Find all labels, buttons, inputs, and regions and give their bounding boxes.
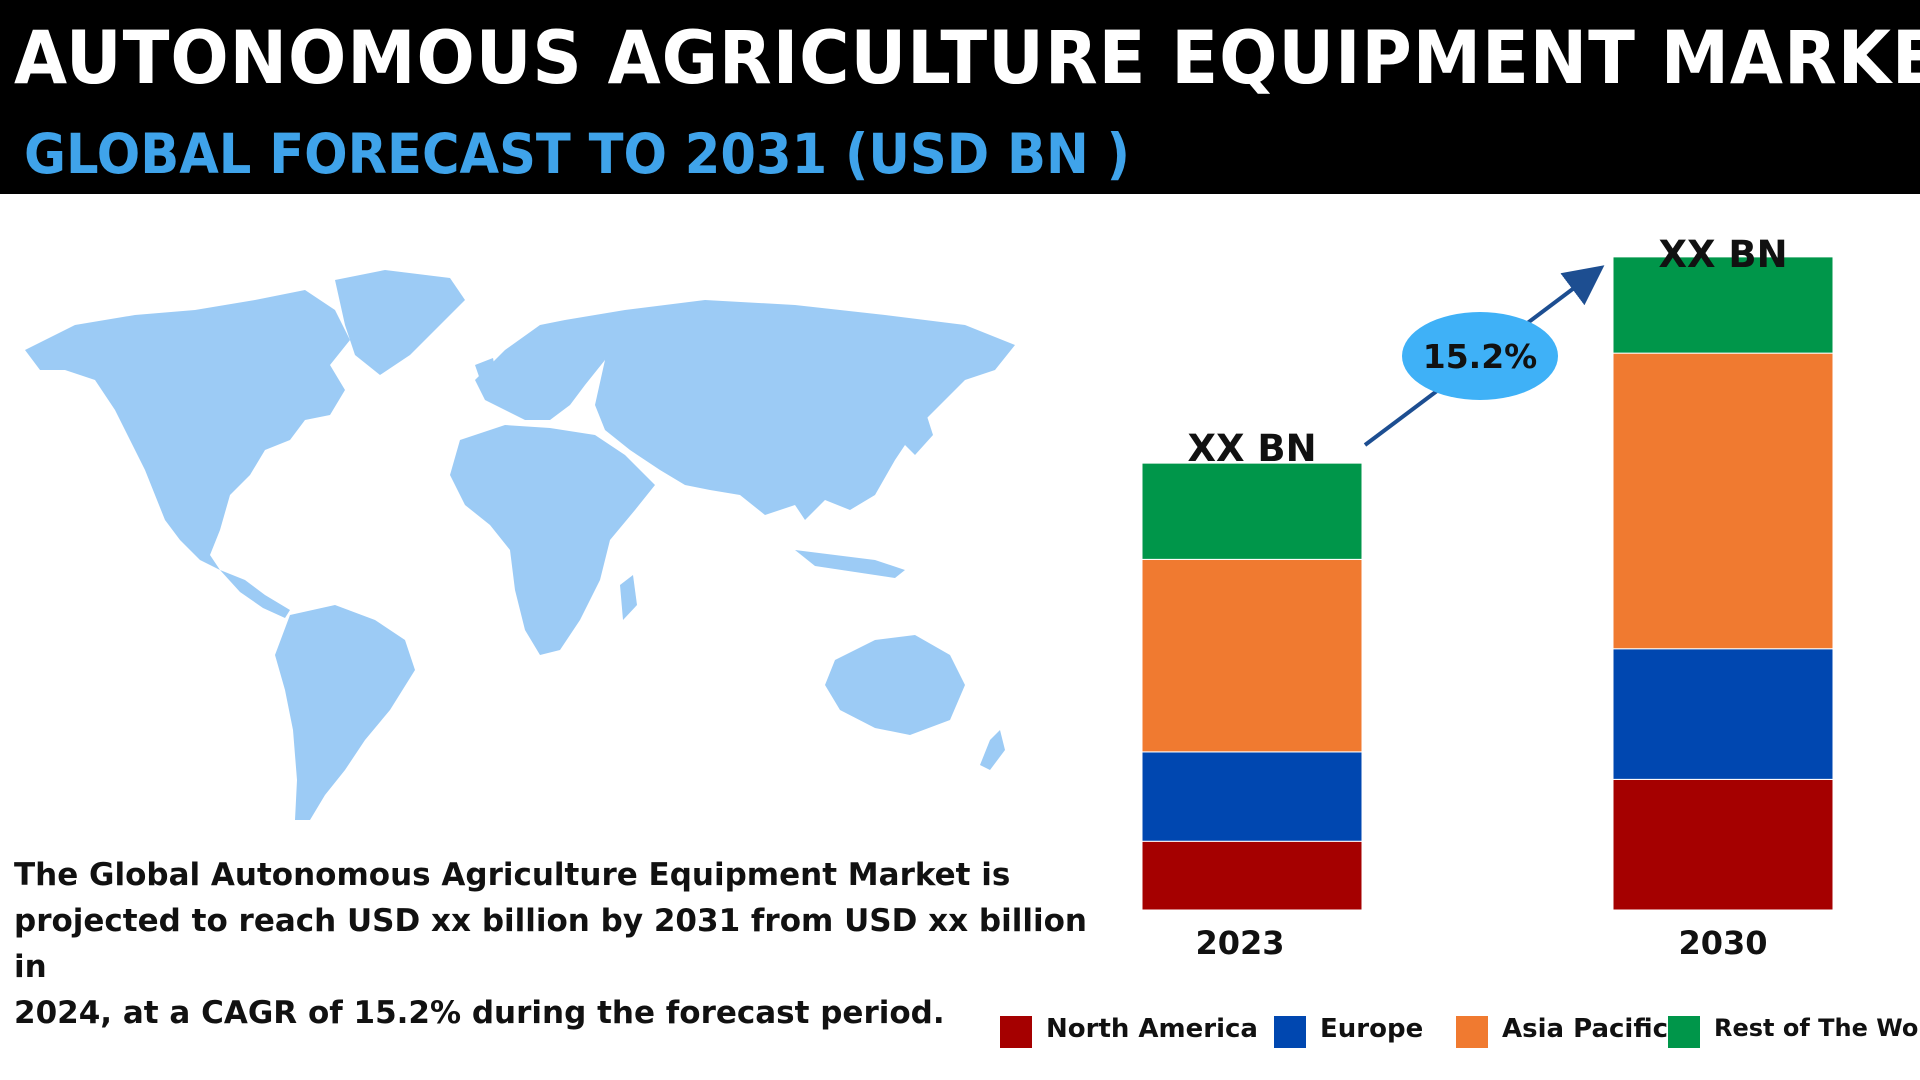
bar-segment-2030-rest-of-the-world [1612,256,1834,354]
map-north-america [25,290,350,570]
legend-label: Rest of The World [1714,1014,1920,1042]
map-madagascar [620,575,637,620]
cagr-label: 15.2% [1423,337,1538,376]
x-tick-2023: 2023 [1195,924,1284,962]
bar-segment-2023-europe [1141,751,1363,842]
market-description: The Global Autonomous Agriculture Equipm… [14,857,1087,1031]
map-europe [475,320,605,420]
total-label-2030: XX BN [1658,233,1787,276]
bar-segment-2030-asia-pacific [1612,352,1834,650]
stacked-bar-chart: 15.2% XX BN XX BN 2023 2030 [1141,233,1834,962]
map-greenland [335,270,465,375]
x-tick-2030: 2030 [1678,924,1767,962]
world-map-icon [25,270,1015,820]
map-africa [450,425,655,655]
map-australia [825,635,965,735]
legend-swatch [1274,1016,1306,1048]
bar-segment-2023-rest-of-the-world [1141,462,1363,560]
page-subtitle: GLOBAL FORECAST TO 2031 (USD BN ) [24,122,1130,186]
bar-segment-2023-north-america [1141,840,1363,911]
chart-legend: North America Europe Asia Pacific Rest o… [1000,1012,1920,1062]
map-japan [905,410,933,455]
legend-swatch [1000,1016,1032,1048]
map-indonesia [795,550,905,578]
total-label-2023: XX BN [1187,427,1316,470]
bar-segment-2030-north-america [1612,778,1834,911]
bars-group [1141,256,1834,911]
page-title: AUTONOMOUS AGRICULTURE EQUIPMENT MARKET [14,16,1920,101]
map-asia [565,300,1015,520]
map-central-america [220,570,290,618]
map-uk [475,358,497,388]
legend-label: Europe [1320,1014,1424,1044]
map-south-america [275,605,415,820]
bar-segment-2023-asia-pacific [1141,558,1363,753]
map-new-zealand [980,730,1005,770]
bar-segment-2030-europe [1612,648,1834,780]
legend-swatch [1456,1016,1488,1048]
legend-label: Asia Pacific [1502,1014,1669,1044]
legend-swatch [1668,1016,1700,1048]
cagr-bubble [1402,312,1558,400]
legend-label: North America [1046,1014,1258,1044]
header-banner: AUTONOMOUS AGRICULTURE EQUIPMENT MARKET … [0,0,1920,194]
